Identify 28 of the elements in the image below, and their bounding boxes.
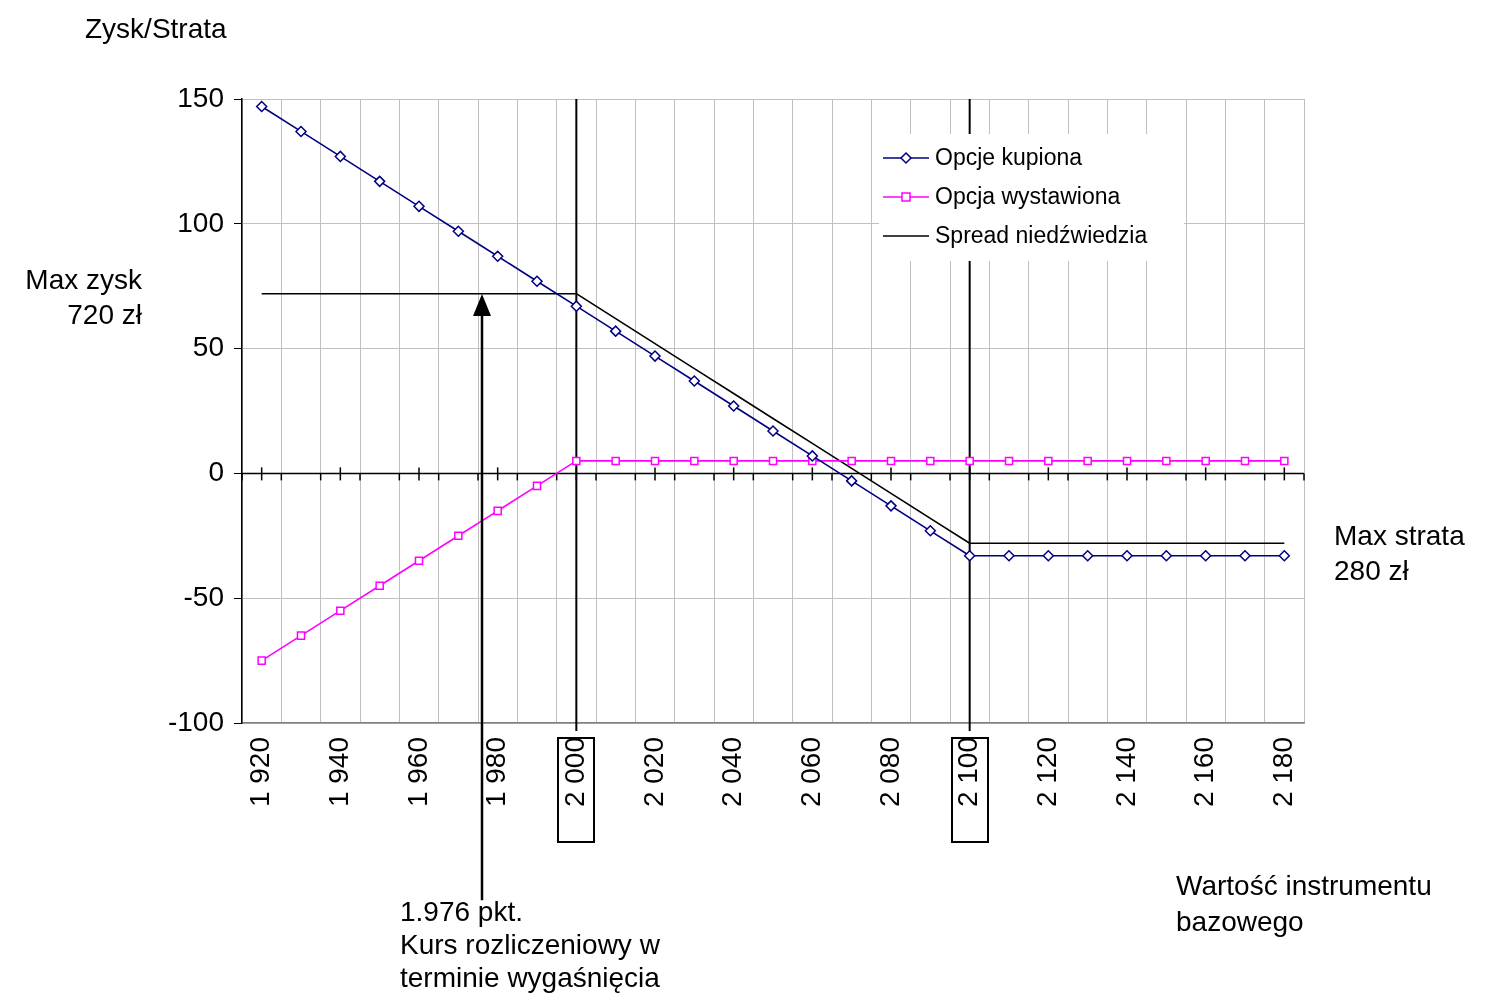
x-tick-label: 1 960 — [401, 737, 433, 808]
x-tick-label: 2 020 — [637, 737, 669, 808]
y-tick-label: -100 — [167, 705, 224, 737]
x-tick-label: 2 100 — [952, 737, 984, 808]
x-tick-label: 1 920 — [244, 737, 276, 808]
y-tick-label: -50 — [183, 580, 224, 612]
x-tick-label: 1 940 — [323, 737, 355, 808]
text: Max strata 280 zł — [1334, 520, 1466, 587]
text: 1.976 pkt. Kurs rozliczeniowy w terminie wygaśnięcia — [400, 895, 661, 993]
legend-label: Spread niedźwiedzia — [935, 222, 1148, 249]
y-tick-label: 0 — [208, 456, 224, 488]
x-tick-label: 2 060 — [795, 737, 827, 808]
x-tick-label: 2 140 — [1109, 737, 1141, 808]
x-tick-label: 2 080 — [873, 737, 905, 808]
x-tick-label: 2 160 — [1188, 737, 1220, 808]
legend-label: Opcje kupiona — [935, 144, 1083, 171]
x-tick-label: 2 000 — [559, 737, 591, 808]
x-axis-title: Wartość instrumentu bazowego — [1176, 869, 1432, 937]
y-tick-label: 150 — [177, 81, 224, 113]
text: Max zysk 720 zł — [25, 264, 143, 331]
x-tick-label: 2 040 — [716, 737, 748, 808]
x-tick-label: 1 980 — [480, 737, 512, 808]
legend-label: Opcja wystawiona — [935, 183, 1121, 210]
y-tick-label: 50 — [192, 331, 224, 363]
x-tick-label: 2 120 — [1031, 737, 1063, 808]
x-tick-label: 2 180 — [1267, 737, 1299, 808]
y-axis-title: Zysk/Strata — [85, 12, 228, 44]
y-tick-label: 100 — [177, 206, 224, 238]
